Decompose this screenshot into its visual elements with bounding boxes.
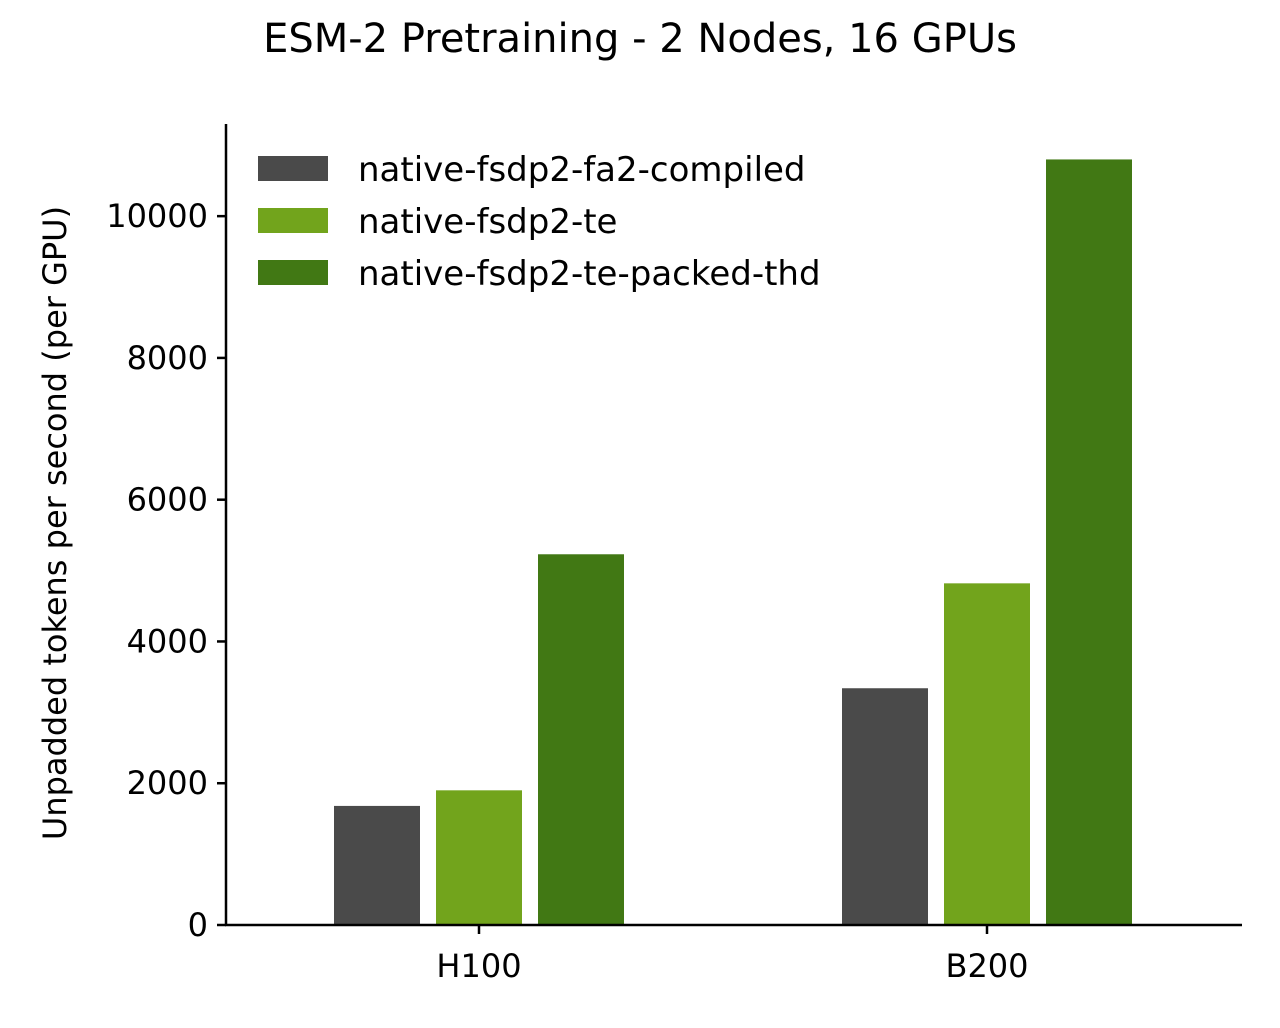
y-tick-label: 6000: [127, 481, 208, 519]
y-tick-label: 10000: [106, 197, 208, 235]
bar-b200-3: [1046, 159, 1132, 925]
legend-label-1: native-fsdp2-fa2-compiled: [358, 150, 806, 190]
chart-title: ESM-2 Pretraining - 2 Nodes, 16 GPUs: [263, 16, 1017, 62]
x-tick-label-h100: H100: [436, 947, 521, 985]
bar-h100-1: [334, 805, 420, 925]
legend-label-2: native-fsdp2-te: [358, 202, 617, 242]
legend-label-3: native-fsdp2-te-packed-thd: [358, 254, 821, 294]
y-tick-label: 8000: [127, 339, 208, 377]
bar-h100-3: [538, 554, 624, 925]
y-tick-label: 0: [188, 906, 208, 944]
x-tick-label-b200: B200: [945, 947, 1028, 985]
y-tick-label: 2000: [127, 764, 208, 802]
bar-h100-2: [436, 790, 522, 925]
bar-b200-2: [944, 583, 1030, 925]
y-tick-label: 4000: [127, 622, 208, 660]
bar-b200-1: [842, 688, 928, 925]
legend: native-fsdp2-fa2-compiled native-fsdp2-te…: [258, 150, 821, 294]
y-axis-label: Unpadded tokens per second (per GPU): [36, 206, 74, 840]
plot-area: 0 2000 4000 6000 8000 10000 H100 B200: [106, 124, 1242, 985]
legend-swatch-1: [258, 156, 328, 181]
legend-swatch-2: [258, 208, 328, 233]
legend-swatch-3: [258, 260, 328, 285]
